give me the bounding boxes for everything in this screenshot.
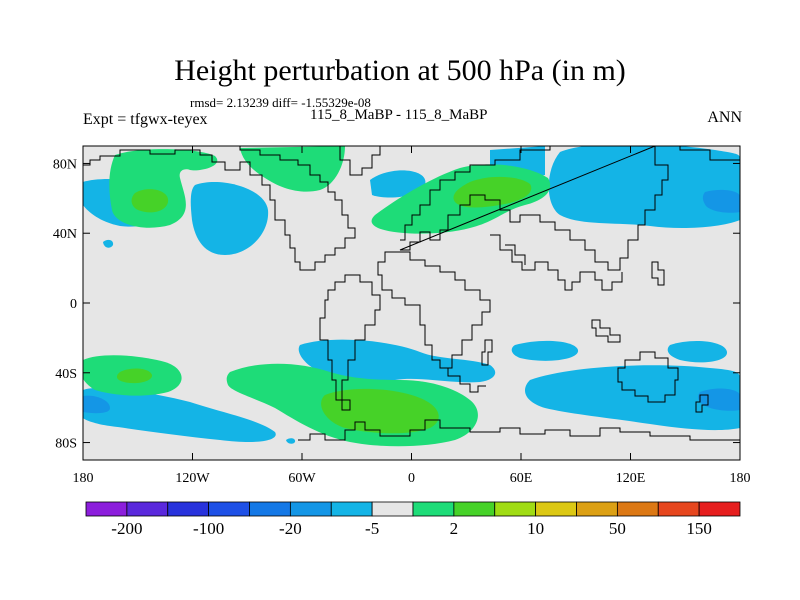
colorbar-swatch	[371, 501, 414, 517]
lon-tick-label: 0	[408, 471, 415, 486]
anomaly-region-cyan	[370, 170, 426, 198]
coastline-north-america	[83, 146, 356, 271]
lat-tick-label: 80S	[55, 437, 77, 452]
coastline-south-america	[319, 274, 381, 411]
season-label: ANN	[707, 109, 742, 126]
lon-tick-label: 180	[730, 471, 751, 486]
coastline-middle-east-india	[490, 234, 623, 291]
colorbar-swatch	[126, 501, 169, 517]
anomaly-region-cyan	[548, 146, 740, 228]
colorbar-label: -200	[111, 519, 142, 538]
anomaly-region-cyan	[525, 365, 740, 431]
coastline-europe-asia	[399, 146, 740, 271]
anomaly-region-cyan	[511, 340, 579, 361]
case-label: 115_8_MaBP - 115_8_MaBP	[310, 107, 488, 123]
anomaly-region-cyan	[667, 340, 728, 363]
colorbar-swatch	[494, 501, 537, 517]
colorbar-label: -20	[279, 519, 302, 538]
colorbar-swatch	[453, 501, 496, 517]
coastline-arabia	[505, 244, 526, 265]
rmsd-diff-stats: rmsd= 2.13239 diff= -1.55329e-08	[190, 95, 371, 110]
colorbar-label: 2	[450, 519, 459, 538]
plot-title: Height perturbation at 500 hPa (in m)	[174, 54, 626, 87]
anomaly-region-cyan	[103, 239, 114, 248]
colorbar-swatch	[657, 501, 700, 517]
colorbar-label: -100	[193, 519, 224, 538]
lon-tick-label: 120E	[616, 471, 646, 486]
lon-tick-label: 60E	[510, 471, 533, 486]
map-panel	[82, 145, 741, 461]
experiment-label: Expt = tfgwx-teyex	[83, 111, 208, 128]
coastline-antarctica	[298, 419, 740, 441]
anomaly-core-green	[131, 189, 169, 213]
colorbar-swatch	[576, 501, 618, 517]
coastline-australia	[617, 351, 679, 403]
anomaly-region-lightgreen	[240, 146, 345, 192]
coastline-greenland	[339, 146, 381, 176]
coastline-new-zealand	[695, 394, 709, 413]
coastline-africa	[377, 251, 491, 369]
coastline-madagascar	[481, 339, 493, 366]
anomaly-core-blue	[702, 189, 740, 213]
colorbar-swatch	[330, 501, 373, 517]
lat-tick-label: 80N	[53, 157, 77, 172]
coastline-japan	[651, 261, 665, 286]
anomaly-core-green	[116, 368, 153, 384]
colorbar: -200 -100 -20 -5 2 10 50 150	[85, 501, 741, 538]
anomaly-region-cyan	[190, 181, 269, 255]
colorbar-label: 50	[609, 519, 626, 538]
lat-tick-label: 40S	[55, 367, 77, 382]
lat-tick-label: 40N	[53, 227, 77, 242]
anomaly-region-cyan	[286, 438, 296, 444]
colorbar-label: 150	[686, 519, 712, 538]
colorbar-swatch	[208, 501, 250, 517]
colorbar-swatch	[535, 501, 577, 517]
colorbar-swatch	[698, 501, 741, 517]
colorbar-swatch	[616, 501, 659, 517]
anomaly-core-green	[453, 176, 532, 208]
lat-tick-label: 0	[70, 297, 77, 312]
colorbar-swatch	[412, 501, 455, 517]
colorbar-swatch	[85, 501, 128, 517]
lon-tick-label: 180	[73, 471, 94, 486]
coastlines	[83, 146, 740, 441]
colorbar-swatch	[289, 501, 332, 517]
coastline-southern-africa-tip	[440, 367, 486, 393]
lon-tick-label: 60W	[288, 471, 316, 486]
coastline-indonesia	[591, 319, 621, 343]
colorbar-swatch	[167, 501, 210, 517]
anomaly-region-cyan	[83, 387, 276, 443]
longitude-axis: 180 120W 60W 0 60E 120E 180	[73, 146, 751, 486]
anomaly-core-blue	[83, 395, 110, 414]
lon-tick-label: 120W	[175, 471, 210, 486]
colorbar-swatch	[249, 501, 291, 517]
contour-fill-layer	[83, 146, 740, 447]
latitude-axis: 80N 40N 0 40S 80S	[53, 157, 740, 452]
colorbar-label: -5	[365, 519, 379, 538]
colorbar-label: 10	[527, 519, 544, 538]
